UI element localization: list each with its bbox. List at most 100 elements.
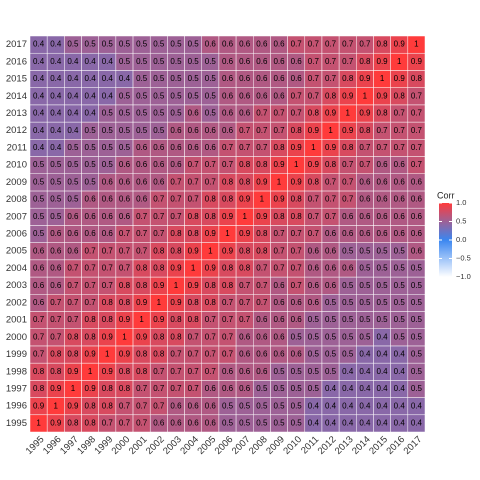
cell-label: 0.5 [273,367,285,376]
cell-label: 0.4 [377,367,389,376]
cell-label: 0.6 [170,126,182,135]
cell-label: 0.9 [136,298,148,307]
cell-label: 0.7 [308,40,320,49]
cell-label: 0.5 [291,367,303,376]
cell-label: 0.6 [273,315,285,324]
cell-label: 0.7 [102,246,114,255]
cell-label: 0.5 [273,401,285,410]
cell-label: 0.9 [205,229,217,238]
cell-label: 0.5 [102,143,114,152]
x-tick-label: 1999 [92,434,115,457]
cell-label: 0.5 [411,298,423,307]
cell-label: 0.6 [256,315,268,324]
cell-label: 0.4 [50,40,62,49]
cell-label: 0.7 [394,109,406,118]
cell-label: 0.4 [33,143,45,152]
cell-label: 0.5 [411,264,423,273]
cell-label: 0.6 [119,160,131,169]
cell-label: 1 [242,212,247,221]
cell-label: 0.7 [239,298,251,307]
cell-label: 0.5 [67,143,79,152]
cell-label: 0.8 [102,401,114,410]
cell-label: 0.8 [411,74,423,83]
cell-label: 0.6 [50,281,62,290]
cell-label: 0.8 [85,401,97,410]
cell-label: 0.6 [273,40,285,49]
cell-label: 0.9 [359,74,371,83]
cell-label: 0.8 [153,246,165,255]
cell-label: 0.6 [188,126,200,135]
cell-label: 0.6 [273,57,285,66]
cell-label: 0.7 [188,195,200,204]
cell-label: 0.5 [377,264,389,273]
cell-label: 0.6 [222,40,234,49]
cell-label: 0.8 [273,143,285,152]
cell-label: 0.7 [411,109,423,118]
cell-label: 0.6 [411,177,423,186]
cell-label: 0.5 [153,126,165,135]
cell-label: 0.8 [136,281,148,290]
cell-label: 0.7 [394,143,406,152]
cell-label: 0.6 [273,74,285,83]
cell-label: 1 [225,229,230,238]
cell-label: 0.7 [256,298,268,307]
cell-label: 0.4 [67,91,79,100]
cell-label: 0.5 [308,367,320,376]
cell-label: 0.6 [256,350,268,359]
cell-label: 0.8 [377,109,389,118]
cell-label: 0.4 [33,109,45,118]
color-bar-label: −0.5 [456,253,471,262]
cell-label: 0.6 [102,229,114,238]
cell-label: 0.5 [273,384,285,393]
cell-label: 0.5 [67,160,79,169]
cell-label: 0.5 [153,91,165,100]
cell-label: 0.5 [170,109,182,118]
cell-label: 0.7 [222,143,234,152]
cell-label: 0.7 [153,195,165,204]
cell-label: 0.7 [308,212,320,221]
cell-label: 0.9 [342,91,354,100]
cell-label: 0.5 [85,143,97,152]
x-tick-label: 2011 [299,434,321,456]
cell-label: 0.5 [50,160,62,169]
cell-label: 0.8 [239,264,251,273]
cell-label: 0.6 [291,315,303,324]
color-bar-label: 0.5 [456,216,466,225]
x-tick-label: 2006 [213,434,236,457]
cell-label: 0.9 [342,126,354,135]
cell-label: 0.6 [239,40,251,49]
cell-label: 0.9 [50,419,62,428]
cell-label: 0.4 [325,384,337,393]
cell-label: 0.7 [136,384,148,393]
cell-label: 0.8 [188,315,200,324]
cell-label: 0.8 [85,419,97,428]
y-tick-label: 1998 [6,366,27,377]
cell-label: 0.6 [273,281,285,290]
cell-label: 0.8 [359,126,371,135]
cell-label: 0.6 [205,40,217,49]
cell-label: 1 [71,384,76,393]
cell-label: 0.7 [291,246,303,255]
cell-label: 0.5 [359,332,371,341]
cell-label: 0.6 [308,264,320,273]
cell-label: 0.5 [359,264,371,273]
cell-label: 0.5 [119,109,131,118]
cell-label: 0.7 [170,367,182,376]
cell-label: 0.4 [342,419,354,428]
cell-label: 0.8 [50,367,62,376]
cell-label: 0.6 [394,229,406,238]
cell-label: 0.5 [33,160,45,169]
x-tick-label: 2010 [281,434,304,457]
cell-label: 0.6 [256,332,268,341]
cell-label: 0.6 [136,177,148,186]
cell-label: 0.5 [325,298,337,307]
cell-label: 0.7 [102,281,114,290]
cell-label: 0.6 [188,109,200,118]
cell-label: 0.5 [205,74,217,83]
cell-label: 0.5 [342,281,354,290]
cell-label: 0.7 [308,57,320,66]
x-tick-label: 2007 [230,434,253,457]
cell-label: 1 [363,91,368,100]
x-tick-label: 1997 [58,434,81,457]
